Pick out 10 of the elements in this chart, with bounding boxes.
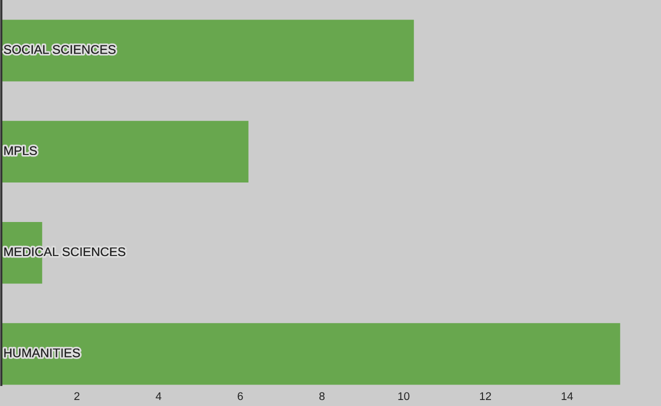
y-tick-label: SOCIAL SCIENCES bbox=[4, 45, 116, 54]
x-tick-label: 14 bbox=[562, 392, 573, 400]
x-tick-label: 12 bbox=[480, 392, 491, 400]
x-tick-label: 6 bbox=[238, 392, 243, 400]
x-tick-label: 8 bbox=[319, 392, 325, 400]
x-tick-label: 2 bbox=[74, 392, 80, 400]
x-tick-label: 4 bbox=[156, 392, 162, 400]
y-tick-label: MPLS bbox=[4, 146, 37, 156]
y-tick-label: HUMANITIES bbox=[4, 348, 80, 358]
x-tick-label: 10 bbox=[398, 392, 410, 400]
